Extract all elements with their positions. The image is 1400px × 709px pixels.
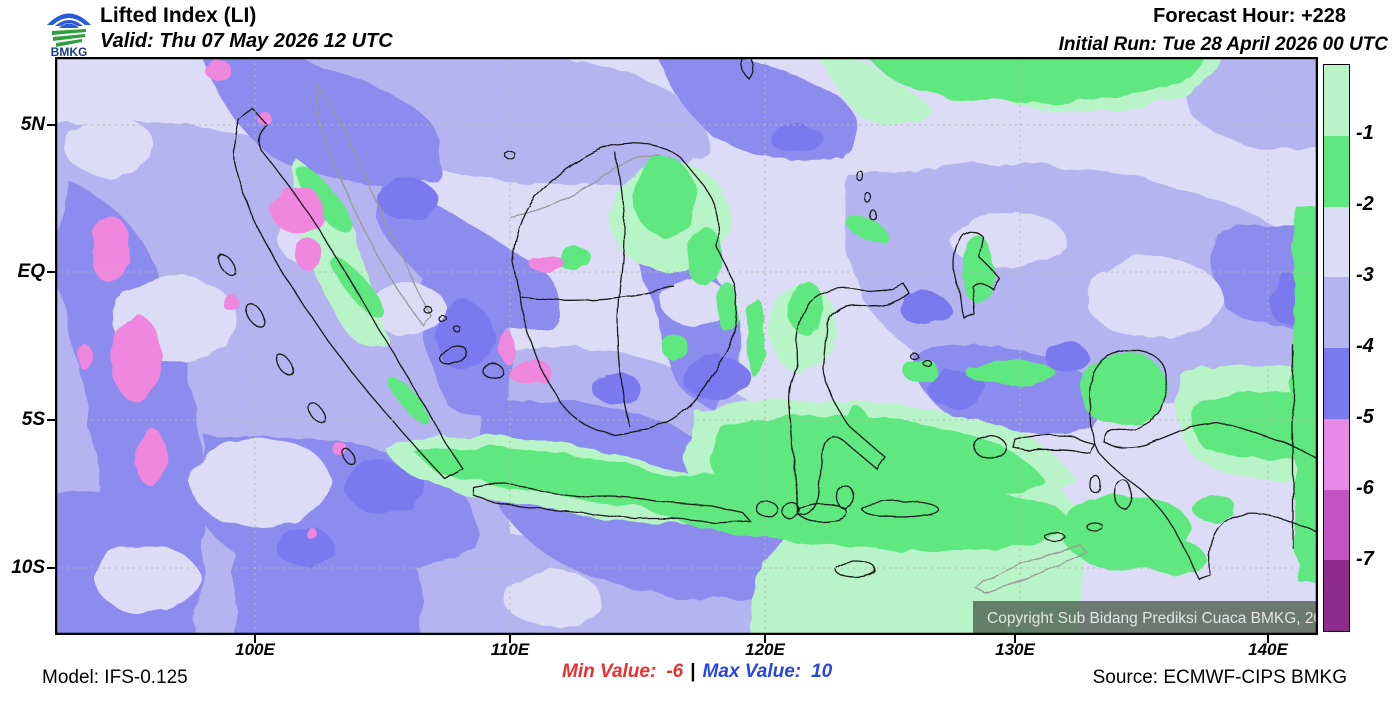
run-info: Forecast Hour: +228 Initial Run: Tue 28 … [1059, 5, 1388, 56]
coastlines [217, 56, 1319, 580]
colorbar-tick-label: -5 [1356, 406, 1374, 428]
malay-peninsula [314, 83, 431, 327]
java [472, 482, 752, 524]
kalimantan-province-border [519, 151, 676, 428]
x-tick [1267, 635, 1269, 643]
buru [973, 435, 1007, 459]
borneo-state-border [509, 154, 661, 218]
minmax-separator: | [690, 661, 696, 682]
x-axis-label-140e: 140E [1248, 640, 1288, 659]
x-axis-label-110e: 110E [490, 640, 530, 659]
colorbar-segment [1324, 418, 1349, 490]
logo-earth-stripe-2 [53, 34, 85, 41]
colorbar-segment [1324, 65, 1349, 136]
logo-cloud-arc-1 [47, 13, 91, 25]
foreign-coastlines [314, 83, 1089, 594]
y-tick [47, 567, 55, 569]
valid-time: Valid: Thu 07 May 2026 12 UTC [100, 30, 393, 52]
y-axis-label-10s: 10S [11, 557, 45, 578]
x-tick [254, 635, 256, 643]
sumba [834, 560, 876, 578]
y-tick [47, 271, 55, 273]
colorbar-tick-label: -6 [1356, 477, 1374, 499]
buton [836, 484, 854, 510]
flores [861, 500, 939, 518]
seram [1012, 434, 1096, 454]
colorbar-tick-label: -1 [1356, 122, 1374, 144]
bangka [438, 345, 468, 365]
colorbar-tick-label: -2 [1356, 193, 1374, 215]
y-tick [47, 124, 55, 126]
source-label: Source: ECMWF-CIPS BMKG [1092, 667, 1347, 688]
logo-text: BMKG [51, 45, 88, 57]
map-border [54, 56, 1319, 636]
papua [1089, 349, 1319, 580]
mindanao-tip [741, 56, 754, 80]
copyright-overlay: Copyright Sub Bidang Prediksi Cuaca BMKG… [973, 601, 1339, 633]
sumatra [233, 108, 464, 480]
x-axis-label-120e: 120E [745, 640, 785, 659]
colorbar-segment [1324, 489, 1349, 561]
pink-regions [77, 60, 563, 540]
colorbar-segment [1324, 135, 1349, 207]
logo-earth-stripe-3 [56, 39, 82, 47]
colorbar-tick-label: -3 [1356, 264, 1374, 286]
colorbar-tick-label: -4 [1356, 335, 1374, 357]
max-value: 10 [811, 661, 833, 682]
x-axis-label-130e: 130E [995, 640, 1035, 659]
logo-earth-stripe-1 [52, 29, 86, 35]
colorbar-segment [1324, 560, 1349, 631]
timor-border [973, 544, 1089, 594]
min-value-label: Min Value: [562, 661, 657, 682]
model-label: Model: IFS-0.125 [42, 667, 188, 688]
y-tick [47, 419, 55, 421]
copyright-text: Copyright Sub Bidang Prediksi Cuaca BMKG… [987, 610, 1318, 627]
logo-cloud-arc-2 [55, 20, 83, 26]
bmkg-logo: BMKG [47, 13, 91, 57]
forecast-hour: Forecast Hour: +228 [1153, 5, 1346, 27]
min-value: -6 [666, 661, 684, 682]
max-value-label: Max Value: [702, 661, 802, 682]
aru [1114, 479, 1132, 509]
y-axis-label-5s: 5S [21, 409, 45, 430]
x-tick [509, 635, 511, 643]
page-title: Lifted Index (LI) [100, 4, 257, 27]
belitung [482, 363, 504, 379]
graticule [55, 57, 1318, 635]
colorbar-segment [1324, 277, 1349, 348]
logo-cloud-arc-3 [58, 23, 80, 28]
x-tick [1014, 635, 1016, 643]
initial-run: Initial Run: Tue 28 April 2026 00 UTC [1058, 34, 1388, 55]
y-axis-label-eq: EQ [17, 261, 45, 282]
x-axis-label-100e: 100E [235, 640, 275, 659]
shade4-spots [275, 124, 1305, 565]
map-canvas: Copyright Sub Bidang Prediksi Cuaca BMKG… [25, 35, 1345, 652]
x-tick [764, 635, 766, 643]
kalimantan [512, 142, 738, 436]
colorbar-segment [1324, 206, 1349, 278]
min-max-values: Min Value: -6 | Max Value: 10 [562, 661, 832, 683]
colorbar-segment [1324, 348, 1349, 419]
lifted-index-map: Copyright Sub Bidang Prediksi Cuaca BMKG… [25, 35, 1345, 652]
colorbar-tick-label: -7 [1356, 548, 1374, 570]
halmahera [953, 230, 1001, 320]
kai [1089, 474, 1101, 494]
colorbar [1323, 64, 1350, 632]
bali [756, 500, 778, 518]
y-axis-label-5n: 5N [20, 114, 45, 135]
sumbawa [798, 503, 848, 523]
sulawesi [788, 282, 910, 517]
